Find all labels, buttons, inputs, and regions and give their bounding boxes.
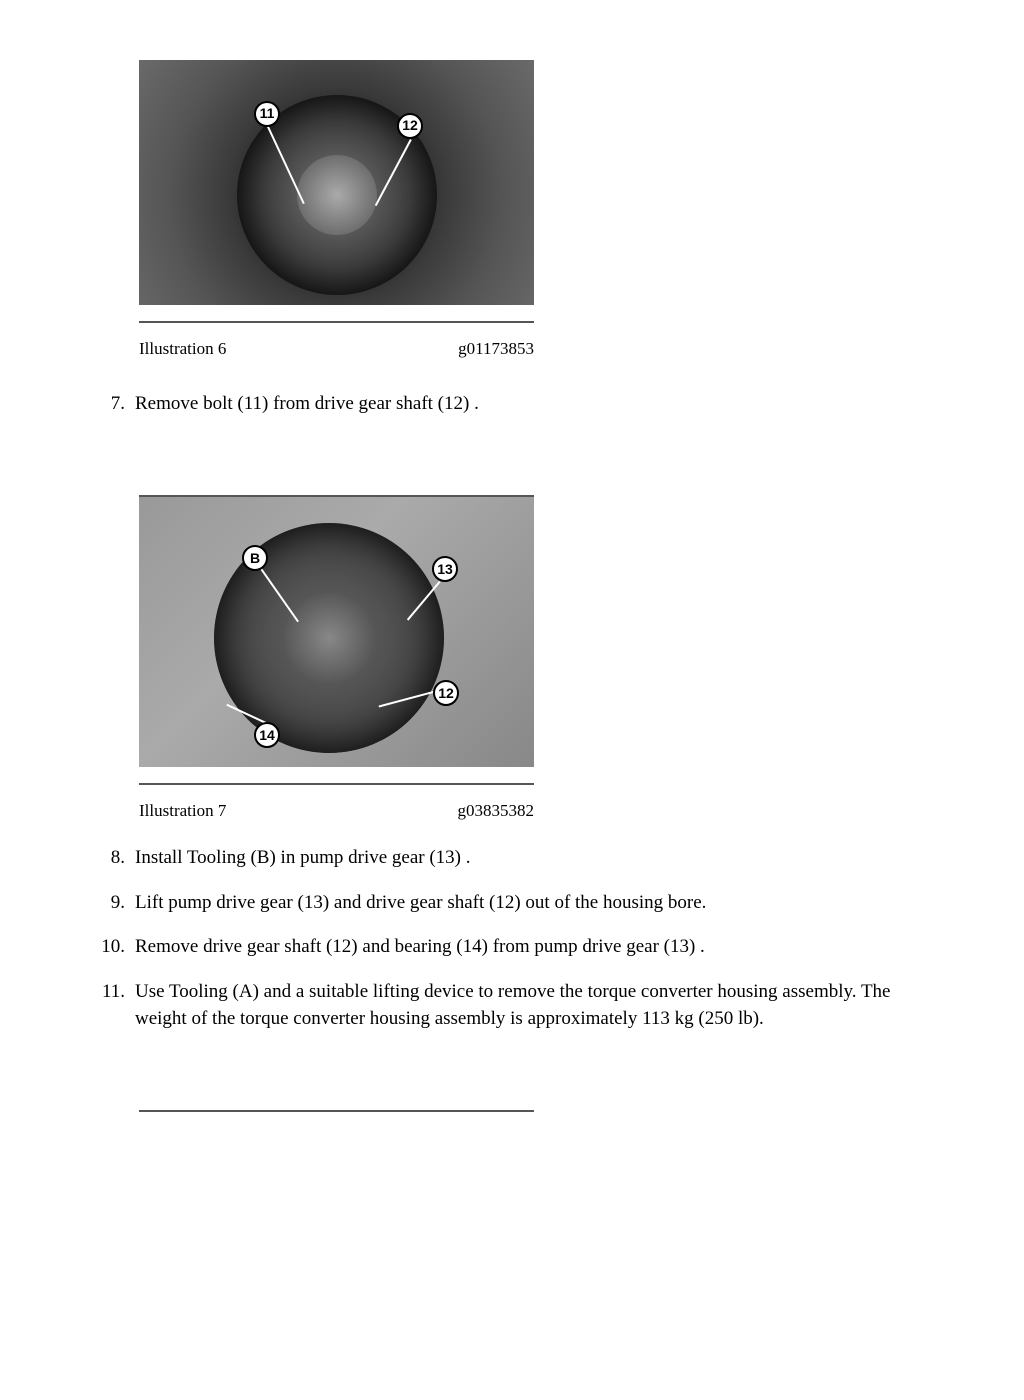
illustration-7-image: B 13 12 14 [139,497,534,767]
callout-label: 14 [259,726,275,746]
callout-11: 11 [254,101,280,127]
illustration-label: Illustration 7 [139,799,226,823]
spacer [95,1050,929,1110]
figure-block-next [139,1110,929,1112]
step-number: 7. [95,391,135,418]
callout-12: 12 [397,113,423,139]
callout-line [375,139,412,206]
figure-caption-6: Illustration 6 g01173853 [139,337,534,361]
figure-divider [139,783,534,785]
figure-block-7: B 13 12 14 Illustration 7 g03835382 [139,495,929,823]
step-8: 8. Install Tooling (B) in pump drive gea… [95,845,929,872]
step-text: Install Tooling (B) in pump drive gear (… [135,845,929,872]
illustration-label: Illustration 6 [139,337,226,361]
step-text: Remove drive gear shaft (12) and bearing… [135,934,929,961]
step-list-2: 8. Install Tooling (B) in pump drive gea… [95,845,929,1032]
step-number: 8. [95,845,135,872]
illustration-6-image: 11 12 [139,60,534,305]
callout-line [260,568,299,622]
step-7: 7. Remove bolt (11) from drive gear shaf… [95,391,929,418]
step-text: Lift pump drive gear (13) and drive gear… [135,890,929,917]
illustration-ref: g03835382 [458,799,535,823]
callout-label: 11 [260,104,275,124]
figure-top-divider [139,1110,534,1112]
callout-line [379,690,437,707]
callout-label: B [250,549,260,569]
callout-line [267,126,305,204]
step-text: Use Tooling (A) and a suitable lifting d… [135,979,929,1032]
figure-caption-7: Illustration 7 g03835382 [139,799,534,823]
callout-14: 14 [254,722,280,748]
figure-block-6: 11 12 Illustration 6 g01173853 [139,60,929,361]
step-text: Remove bolt (11) from drive gear shaft (… [135,391,929,418]
callout-13: 13 [432,556,458,582]
step-list: 7. Remove bolt (11) from drive gear shaf… [95,391,929,418]
step-number: 9. [95,890,135,917]
callout-label: 12 [402,116,418,136]
figure-divider [139,321,534,323]
step-9: 9. Lift pump drive gear (13) and drive g… [95,890,929,917]
callout-label: 13 [437,560,453,580]
step-10: 10. Remove drive gear shaft (12) and bea… [95,934,929,961]
step-number: 11. [95,979,135,1006]
callout-line [407,581,441,621]
spacer [95,435,929,495]
illustration-ref: g01173853 [458,337,534,361]
callout-label: 12 [438,684,454,704]
step-number: 10. [95,934,135,961]
callout-B: B [242,545,268,571]
callout-12: 12 [433,680,459,706]
step-11: 11. Use Tooling (A) and a suitable lifti… [95,979,929,1032]
